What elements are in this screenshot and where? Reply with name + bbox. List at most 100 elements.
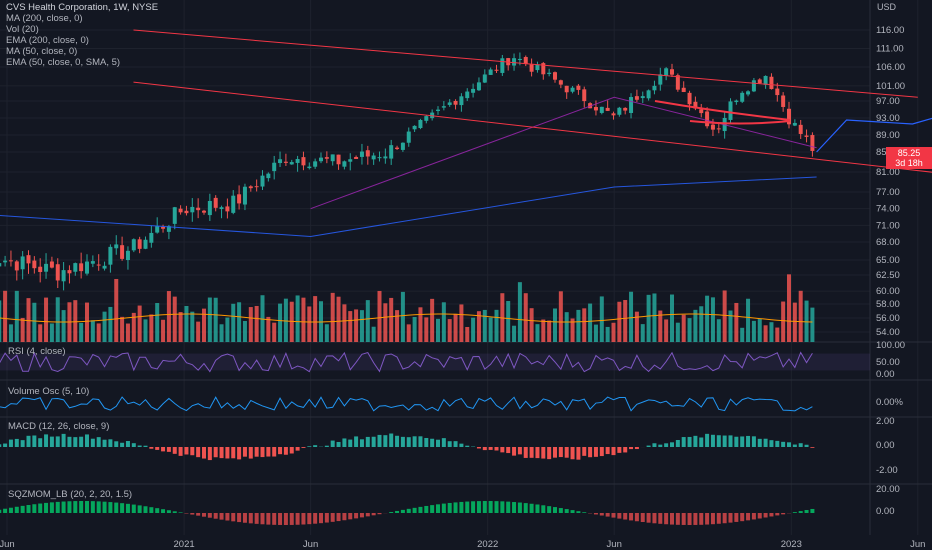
candle-body [67,270,72,274]
volume-bar [283,298,288,342]
indicator-label-ma50[interactable]: MA (50, close, 0) [6,46,78,57]
indicator-label-vol[interactable]: Vol (20) [6,24,39,35]
candle-body [424,116,429,121]
indicator-label-ma200[interactable]: MA (200, close, 0) [6,13,83,24]
squeeze-bar [295,513,300,525]
indicator-label-ema50[interactable]: EMA (50, close, 0, SMA, 5) [6,57,121,68]
volume-bar [523,293,528,342]
macd-bar [459,443,464,447]
candle-body [436,109,440,111]
squeeze-bar [459,501,464,513]
macd-bar [716,435,721,447]
squeeze-bar [79,501,84,513]
squeeze-bar [681,513,686,525]
squeeze-bar [605,513,610,517]
volume-osc-label[interactable]: Volume Osc (5, 10) [8,386,90,397]
squeeze-bar [418,506,423,513]
candle-body [26,255,31,264]
candle-body [465,91,470,99]
macd-bar [763,438,768,447]
squeeze-bar [389,512,394,513]
candle-body [348,159,353,162]
price-tick-label: 97.00 [876,96,900,107]
volume-bar [237,302,242,342]
volume-bar [301,297,306,342]
squeeze-bar [506,501,511,513]
candle-body [471,88,476,93]
squeeze-bar [131,504,136,513]
squeeze-bar [196,513,201,516]
price-tick-label: 65.00 [876,255,900,266]
candle-body [307,166,312,169]
volume-bar [781,301,786,342]
squeeze-bar [137,505,142,513]
macd-bar [359,439,364,447]
indicator-tick-label: 50.00 [876,357,900,368]
macd-bar [237,447,242,460]
volume-bar [20,317,25,342]
indicator-label-ema200[interactable]: EMA (200, close, 0) [6,35,89,46]
squeeze-bar [705,513,710,525]
volume-bar [430,298,435,342]
candle-body [102,265,107,269]
squeeze-bar [710,513,715,525]
symbol-title[interactable]: CVS Health Corporation, 1W, NYSE [6,2,159,13]
squeeze-bar [324,513,329,523]
squeeze-bar [488,501,493,513]
price-tick-label: 60.00 [876,286,900,297]
macd-bar [687,436,692,447]
candle-body [342,161,347,167]
volume-bar [558,291,563,342]
volume-bar [453,313,458,342]
candle-body [137,239,142,249]
macd-bar [377,434,382,447]
candle-body [354,156,359,159]
volume-bar [137,305,142,342]
macd-bar [336,441,341,447]
macd-bar [342,438,347,447]
candle-body [61,270,66,282]
volume-bar [693,309,698,342]
candle-body [242,186,247,205]
volume-bar [313,296,318,342]
volume-bar [383,303,388,342]
macd-bar [365,436,370,447]
candle-body [3,260,8,263]
volume-bar [272,322,277,342]
macd-bar [787,442,791,447]
price-tick-label: 74.00 [876,204,900,215]
squeeze-bar [342,513,347,521]
projection-arrow [816,117,932,153]
macd-bar [757,438,762,447]
rsi-label[interactable]: RSI (4, close) [8,346,66,357]
volume-bar [202,308,206,342]
price-tick-label: 56.00 [876,313,900,324]
squeeze-bar [564,509,569,513]
squeeze-bar [125,503,130,513]
candle-body [178,208,183,213]
squeeze-bar [272,513,277,525]
indicator-tick-label: 0.00 [876,369,895,380]
macd-bar [447,441,452,447]
moving-average-line [0,176,817,237]
volume-bar [547,320,552,342]
candle-body [90,261,95,264]
sqzmom-label[interactable]: SQZMOM_LB (20, 2, 20, 1.5) [8,489,133,500]
candle-body [512,58,517,66]
candle-body [237,194,242,204]
macd-bar [231,447,236,459]
macd-bar [178,447,183,456]
time-tick-label: 2022 [477,539,498,550]
macd-bar [418,436,423,447]
candle-body [225,206,230,212]
macd-bar [125,440,130,447]
macd-bar [699,437,704,447]
squeeze-bar [547,506,552,513]
macd-bar [55,436,60,447]
rsi-band [0,353,870,371]
macd-bar [20,440,25,447]
macd-label[interactable]: MACD (12, 26, close, 9) [8,421,110,432]
squeeze-bar [143,506,148,513]
volume-bar [196,321,201,342]
